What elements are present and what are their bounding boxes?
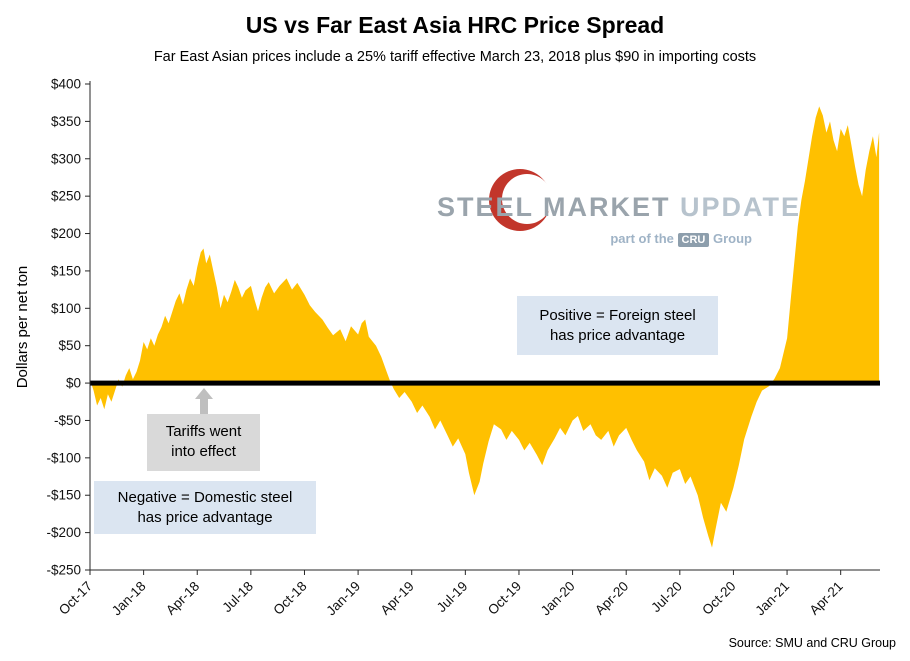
y-tick-label: $250 (51, 189, 81, 204)
annotation-negative: Negative = Domestic steel has price adva… (94, 481, 316, 534)
annotation-negative-line2: has price advantage (137, 509, 273, 526)
y-tick-label: $100 (51, 301, 81, 316)
x-tick-label: Jan-18 (109, 579, 149, 619)
source-note: Source: SMU and CRU Group (728, 636, 896, 650)
watermark-tagline-suffix: Group (713, 231, 752, 246)
annotation-positive: Positive = Foreign steel has price advan… (517, 296, 718, 355)
x-tick-label: Oct-20 (699, 579, 738, 618)
y-tick-label: -$100 (46, 450, 81, 465)
smu-logo-inner (502, 174, 552, 224)
zero-baseline (90, 380, 880, 386)
annotation-positive-line1: Positive = Foreign steel (539, 307, 696, 324)
y-tick-label: $0 (66, 376, 81, 391)
y-tick-label: $350 (51, 114, 81, 129)
watermark-tagline-prefix: part of the (610, 231, 674, 246)
annotation-positive-line2: has price advantage (549, 327, 686, 344)
chart-title: US vs Far East Asia HRC Price Spread (245, 12, 665, 38)
y-tick-label: $300 (51, 151, 81, 166)
x-tick-label: Oct-18 (270, 579, 309, 618)
cru-badge: CRU (677, 233, 710, 247)
y-tick-label: -$200 (46, 525, 81, 540)
x-tick-label: Jan-19 (323, 579, 363, 619)
x-tick-label: Oct-19 (485, 579, 524, 618)
x-tick-label: Jul-19 (434, 579, 471, 616)
annotation-tariffs-line1: Tariffs went (165, 423, 242, 440)
y-tick-label: $200 (51, 226, 81, 241)
x-tick-label: Jan-20 (538, 579, 578, 619)
annotation-tariffs: Tariffs went into effect (147, 414, 260, 471)
x-tick-label: Oct-17 (56, 579, 95, 618)
watermark-brand: STEEL MARKET UPDATE (437, 192, 799, 223)
tariff-arrow-stem (200, 398, 208, 415)
y-tick-label: -$250 (46, 563, 81, 578)
x-tick-label: Apr-19 (378, 579, 417, 618)
y-tick-label: -$50 (54, 413, 81, 428)
x-tick-label: Apr-20 (592, 579, 631, 618)
watermark-brand-primary: STEEL MARKET (437, 192, 671, 222)
x-tick-label: Jan-21 (752, 579, 792, 619)
annotation-tariffs-line2: into effect (171, 443, 236, 460)
watermark-tagline: part of the CRU Group (540, 231, 752, 247)
x-tick-label: Apr-21 (807, 579, 846, 618)
y-tick-label: $400 (51, 77, 81, 92)
y-tick-label: -$150 (46, 488, 81, 503)
annotation-negative-line1: Negative = Domestic steel (117, 489, 293, 506)
tariff-arrow-head-icon (195, 388, 213, 399)
y-axis-title: Dollars per net ton (14, 265, 31, 389)
watermark-brand-secondary: UPDATE (680, 192, 802, 222)
y-tick-label: $50 (58, 338, 81, 353)
x-tick-label: Jul-20 (648, 579, 685, 616)
y-tick-label: $150 (51, 263, 81, 278)
x-tick-label: Jul-18 (219, 579, 256, 616)
spread-area-series (90, 106, 880, 548)
x-tick-label: Apr-18 (163, 579, 202, 618)
chart-subtitle: Far East Asian prices include a 25% tari… (153, 49, 757, 65)
